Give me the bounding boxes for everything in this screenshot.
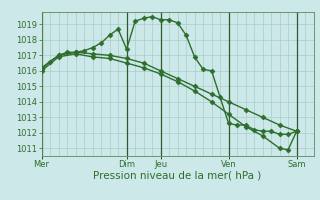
X-axis label: Pression niveau de la mer( hPa ): Pression niveau de la mer( hPa ) <box>93 171 262 181</box>
